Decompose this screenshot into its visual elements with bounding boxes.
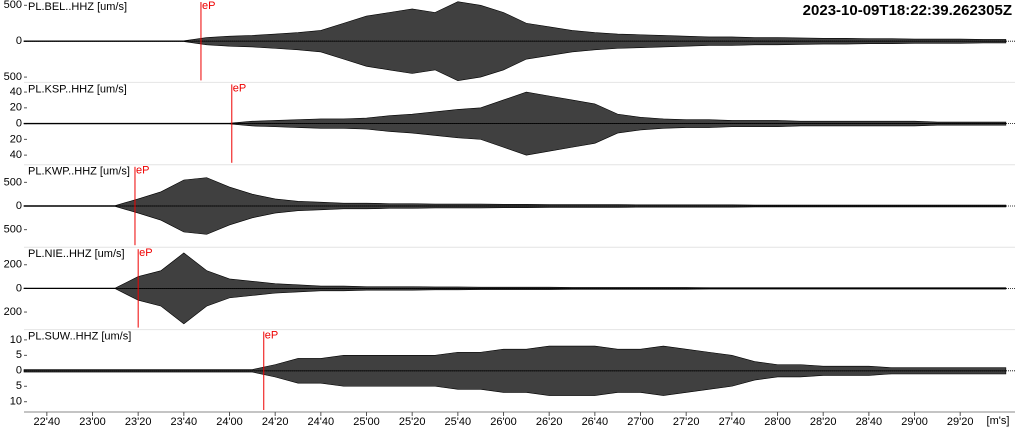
x-tick-label: 29'20 bbox=[947, 416, 974, 428]
x-tick-label: 28'00 bbox=[764, 416, 791, 428]
y-tick-label: 0 bbox=[16, 118, 22, 130]
pick-label: eP bbox=[265, 330, 278, 342]
trace-envelope-lower bbox=[23, 40, 1007, 81]
x-tick-label: 26'40 bbox=[582, 416, 609, 428]
trace-name: PL.SUW..HHZ [um/s] bbox=[28, 331, 131, 343]
y-tick-label: 200 bbox=[4, 259, 22, 271]
y-tick-label: 200 bbox=[4, 306, 22, 318]
x-tick-label: 25'00 bbox=[353, 416, 380, 428]
x-tick-label: 25'40 bbox=[445, 416, 472, 428]
pick-label: eP bbox=[139, 247, 152, 259]
y-tick-label: 20 bbox=[10, 102, 22, 114]
x-tick-label: 24'20 bbox=[262, 416, 289, 428]
x-tick-label: 28'20 bbox=[810, 416, 837, 428]
y-tick-label: 0 bbox=[16, 282, 22, 294]
trace-envelope-upper bbox=[23, 177, 1007, 207]
x-tick-label: 22'40 bbox=[34, 416, 61, 428]
x-tick-label: 25'20 bbox=[399, 416, 426, 428]
x-tick-label: 23'00 bbox=[79, 416, 106, 428]
x-tick-label: 24'00 bbox=[216, 416, 243, 428]
pick-label: eP bbox=[202, 0, 215, 12]
trace-envelope-upper bbox=[23, 252, 1007, 289]
pick-label: eP bbox=[233, 82, 246, 94]
trace-envelope-lower bbox=[23, 370, 1007, 396]
y-tick-label: 500 bbox=[4, 176, 22, 188]
y-tick-label: 10 bbox=[10, 396, 22, 408]
trace-name: PL.KSP..HHZ [um/s] bbox=[28, 83, 127, 95]
trace-envelope-upper bbox=[23, 345, 1007, 372]
x-axis-label: [m's] bbox=[987, 415, 1010, 427]
y-tick-label: 0 bbox=[16, 35, 22, 47]
trace-envelope-lower bbox=[23, 288, 1007, 325]
trace-envelope-lower bbox=[23, 123, 1007, 156]
y-tick-label: 500 bbox=[4, 0, 22, 11]
y-tick-label: 0 bbox=[16, 365, 22, 377]
trace-name: PL.NIE..HHZ [um/s] bbox=[28, 248, 125, 260]
y-tick-label: 0 bbox=[16, 200, 22, 212]
chart-title: 2023-10-09T18:22:39.262305Z bbox=[803, 2, 1012, 19]
trace-envelope-upper bbox=[23, 1, 1007, 42]
y-tick-label: 5 bbox=[16, 349, 22, 361]
y-tick-label: 10 bbox=[10, 334, 22, 346]
trace-name: PL.BEL..HHZ [um/s] bbox=[28, 1, 127, 13]
x-tick-label: 23'20 bbox=[125, 416, 152, 428]
x-tick-label: 24'40 bbox=[308, 416, 335, 428]
trace-envelope-lower bbox=[23, 205, 1007, 235]
x-tick-label: 23'40 bbox=[171, 416, 198, 428]
pick-label: eP bbox=[136, 165, 149, 177]
y-tick-label: 500 bbox=[4, 224, 22, 236]
x-tick-label: 29'00 bbox=[901, 416, 928, 428]
x-tick-label: 27'20 bbox=[673, 416, 700, 428]
x-tick-label: 26'20 bbox=[536, 416, 563, 428]
y-tick-label: 5 bbox=[16, 380, 22, 392]
trace-envelope-upper bbox=[23, 91, 1007, 124]
y-tick-label: 20 bbox=[10, 133, 22, 145]
trace-name: PL.KWP..HHZ [um/s] bbox=[28, 166, 130, 178]
x-tick-label: 28'40 bbox=[856, 416, 883, 428]
x-tick-label: 27'40 bbox=[719, 416, 746, 428]
y-tick-label: 40 bbox=[10, 149, 22, 161]
x-tick-label: 26'00 bbox=[490, 416, 517, 428]
y-tick-label: 500 bbox=[4, 71, 22, 83]
x-tick-label: 27'00 bbox=[627, 416, 654, 428]
y-tick-label: 40 bbox=[10, 86, 22, 98]
